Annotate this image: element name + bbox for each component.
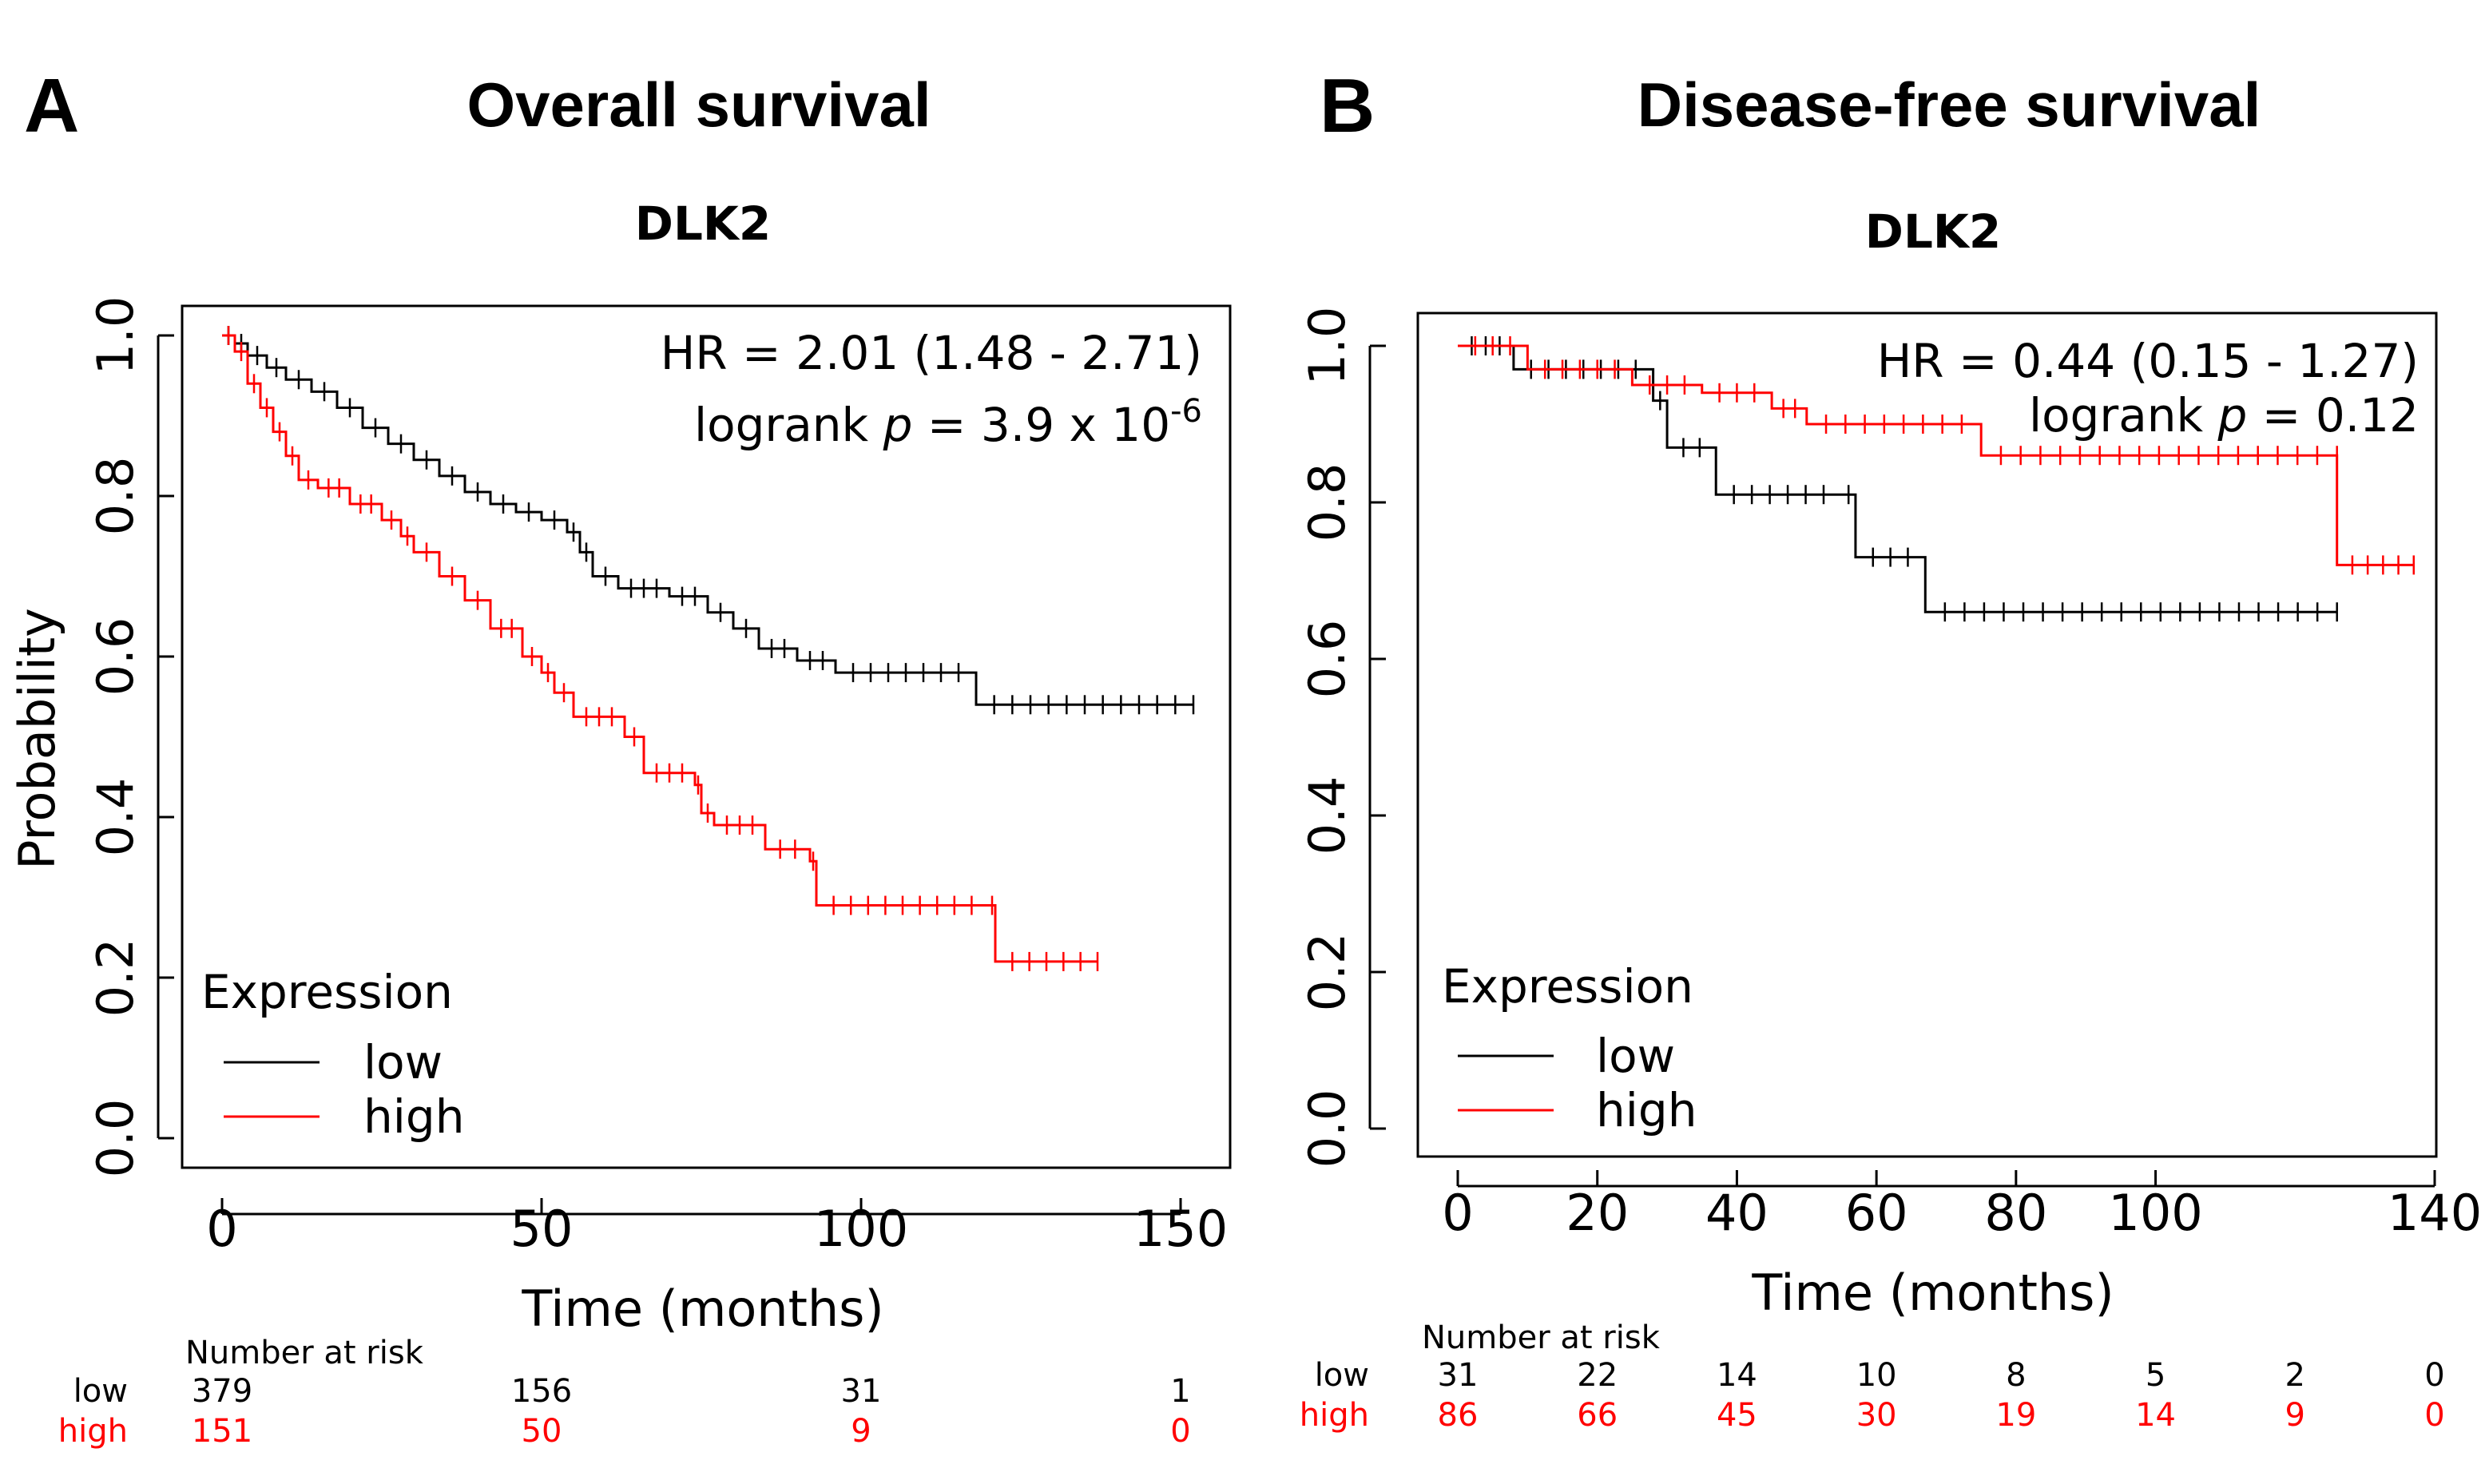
panel-b-x-tick-label: 0 <box>1442 1184 1473 1242</box>
panel-b-y-tick-label: 1.0 <box>1298 307 1356 386</box>
panel-a-hr: HR = 2.01 (1.48 - 2.71) <box>661 326 1202 380</box>
panel-a-series-high-line <box>222 334 1098 963</box>
panel-b-y-tick-label: 0.6 <box>1298 620 1356 699</box>
panel-b-heading: Disease-free survival <box>1638 69 2261 140</box>
panel-b-risk-value-high: 30 <box>1856 1397 1897 1434</box>
panel-b-plot-frame <box>1416 311 2438 1158</box>
panel-a-xlabel: Time (months) <box>521 1280 883 1338</box>
panel-a-series-low-line <box>222 334 1193 706</box>
panel-b-risk-value-low: 22 <box>1577 1357 1618 1394</box>
panel-a-risk-value-low: 31 <box>841 1373 882 1410</box>
panel-b-hr: HR = 0.44 (0.15 - 1.27) <box>1877 334 2419 388</box>
panel-a-y-tick-label: 0.2 <box>86 938 145 1018</box>
panel-b-risk-value-high: 14 <box>2135 1397 2176 1434</box>
panel-b-x-tick-label: 80 <box>1984 1184 2047 1242</box>
panel-a-risk-header: Number at risk <box>185 1335 424 1371</box>
panel-a-y-tick-label: 0.6 <box>86 617 145 696</box>
panel-a-x-tick-label: 50 <box>510 1200 574 1258</box>
panel-a-risk-row-label-high: high <box>58 1413 128 1450</box>
panel-b-risk-value-high: 66 <box>1577 1397 1618 1434</box>
panel-b-risk-value-low: 2 <box>2285 1357 2305 1394</box>
panel-b-risk-value-low: 10 <box>1856 1357 1897 1394</box>
panel-a-y-tick-label: 0.8 <box>86 457 145 536</box>
panel-a-x-tick-label: 100 <box>814 1200 908 1258</box>
panel-a-legend-label-high: high <box>363 1089 464 1144</box>
panel-b-letter: B <box>1320 63 1375 149</box>
panel-a-x-tick-label: 150 <box>1133 1200 1228 1258</box>
panel-a-legend-label-low: low <box>363 1035 443 1089</box>
panel-b-risk-value-high: 0 <box>2424 1397 2444 1434</box>
panel-b-legend-label-high: high <box>1596 1083 1697 1137</box>
panel-a-risk-value-low: 156 <box>511 1373 572 1410</box>
panel-b-risk-value-low: 14 <box>1717 1357 1757 1394</box>
panel-a-risk-value-low: 1 <box>1170 1373 1190 1410</box>
panel-b-x-tick-label: 40 <box>1705 1184 1768 1242</box>
panel-b-x-tick-label: 140 <box>2388 1184 2482 1242</box>
panel-b-logrank: logrank p = 0.12 <box>2029 388 2419 442</box>
panel-a-risk-value-high: 151 <box>192 1413 252 1450</box>
panel-a-risk-row-label-low: low <box>73 1373 128 1410</box>
panel-b-x-tick-label: 20 <box>1566 1184 1629 1242</box>
panel-a-logrank: logrank p = 3.9 x 10-6 <box>694 393 1202 452</box>
panel-b-y-tick-label: 0.4 <box>1298 776 1356 855</box>
panel-a-plot: 0 50 100 1500.00.20.40.60.81.0lowhighNumber… <box>58 296 1232 1450</box>
panel-b-risk-value-high: 9 <box>2285 1397 2305 1434</box>
panel-b-legend-label-low: low <box>1596 1029 1675 1083</box>
panel-a-risk-value-high: 0 <box>1170 1413 1190 1450</box>
panel-a-risk-value-high: 9 <box>851 1413 871 1450</box>
panel-a-gene-title: DLK2 <box>635 196 771 251</box>
panel-b-risk-row-label-low: low <box>1315 1357 1369 1394</box>
panel-b-y-tick-label: 0.8 <box>1298 463 1356 542</box>
chart-marks: 0 50 100 1500.00.20.40.60.81.0lowhighNumber… <box>58 296 2482 1450</box>
panel-a-y-tick-label: 1.0 <box>86 296 145 375</box>
panel-b-risk-value-low: 31 <box>1438 1357 1479 1394</box>
panel-a-risk-value-low: 379 <box>192 1373 252 1410</box>
panel-b-plot: 0 20 40 60 80 100 1400.00.20.40.60.81.0lowhigh… <box>1298 307 2482 1434</box>
panel-b-gene-title: DLK2 <box>1865 204 2001 259</box>
panel-b-risk-value-low: 8 <box>2006 1357 2026 1394</box>
panel-a-ylabel: Probability <box>8 608 66 870</box>
panel-b-risk-header: Number at risk <box>1422 1319 1661 1356</box>
panel-a-heading: Overall survival <box>466 69 931 140</box>
panel-b-x-tick-label: 60 <box>1845 1184 1908 1242</box>
panel-b-risk-row-label-high: high <box>1300 1397 1369 1434</box>
panel-b-risk-value-high: 45 <box>1717 1397 1757 1434</box>
panel-b-risk-value-low: 0 <box>2424 1357 2444 1394</box>
panel-b-xlabel: Time (months) <box>1751 1264 2114 1322</box>
panel-b-risk-value-low: 5 <box>2146 1357 2165 1394</box>
panel-b-y-tick-label: 0.0 <box>1298 1089 1356 1169</box>
panel-a-risk-value-high: 50 <box>522 1413 562 1450</box>
panel-a-letter: A <box>24 63 79 149</box>
panel-a-x-tick-label: 0 <box>206 1200 237 1258</box>
panel-b-risk-value-high: 19 <box>1995 1397 2036 1434</box>
panel-a-legend-title: Expression <box>201 965 453 1019</box>
panel-b-legend-title: Expression <box>1442 959 1693 1014</box>
panel-b-y-tick-label: 0.2 <box>1298 933 1356 1012</box>
panel-a-y-tick-label: 0.4 <box>86 778 145 857</box>
panel-b-risk-value-high: 86 <box>1438 1397 1479 1434</box>
panel-a-plot-frame <box>181 304 1232 1169</box>
panel-b-x-tick-label: 100 <box>2108 1184 2202 1242</box>
panel-a-y-tick-label: 0.0 <box>86 1099 145 1178</box>
